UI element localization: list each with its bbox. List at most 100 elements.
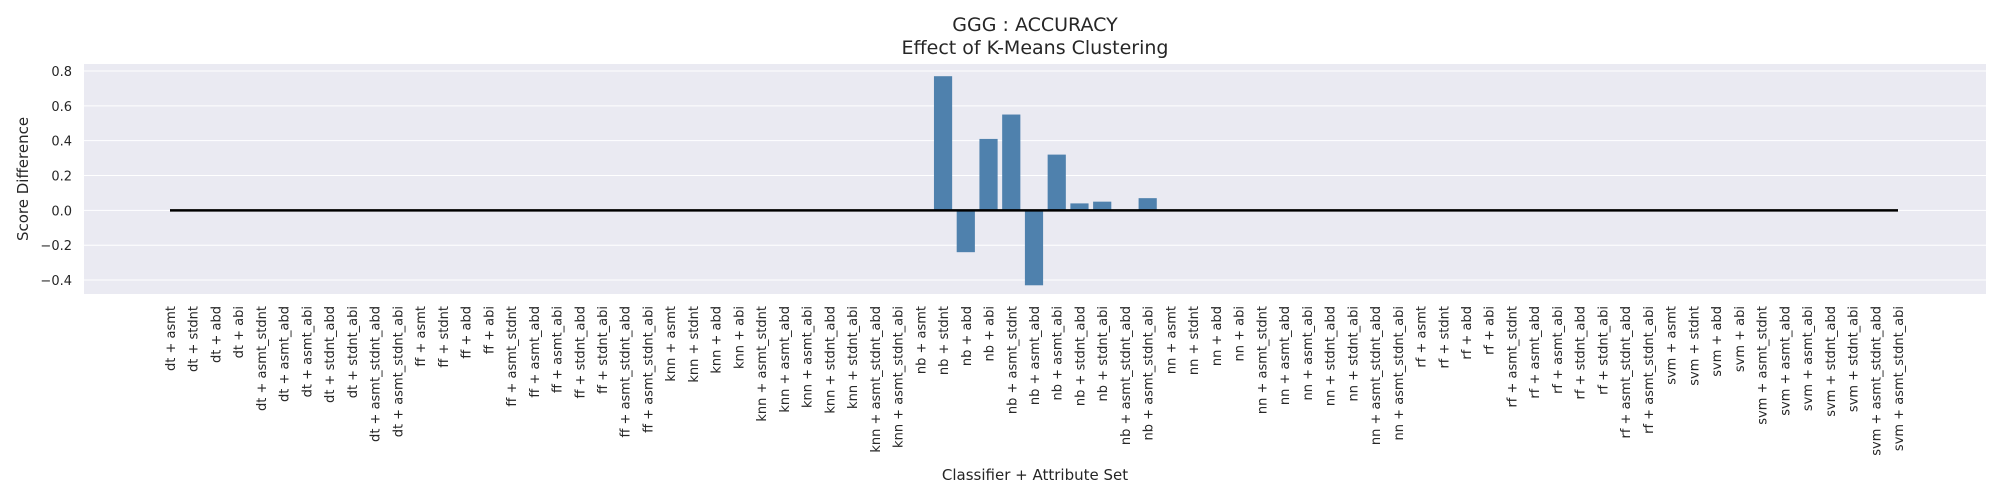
y-tick-label: 0.4 [51,135,72,150]
x-tick-label: svm + asmt_abi [1801,306,1816,411]
x-tick-label: nn + asmt_stdnt [1255,306,1270,414]
y-tick-label: −0.2 [40,239,72,254]
x-tick-label: dt + stdnt_abd [323,306,338,403]
x-tick-label: nb + asmt [914,306,929,374]
y-axis-label: Score Difference [14,117,32,241]
y-tick-label: −0.4 [40,274,72,289]
x-tick-label: knn + asmt_abd [778,306,793,413]
x-tick-label: ff + asmt_stdnt_abi [641,306,656,433]
x-tick-label: knn + asmt_stdnt [755,306,770,422]
x-tick-label: rf + asmt_stdnt [1505,306,1520,408]
bar [933,76,953,211]
x-tick-label: nb + asmt_abd [1028,306,1043,405]
x-tick-label: nn + abd [1210,306,1225,366]
x-tick-label: rf + stdnt_abd [1574,306,1589,400]
x-tick-label: rf + stdnt_abi [1596,306,1611,395]
x-tick-label: svm + asmt_abd [1778,306,1793,416]
bar [979,138,998,211]
x-tick-label: dt + asmt_abd [278,306,293,402]
x-axis: dt + asmt dt + stdnt dt + abd dt + abi dt + … [164,306,1907,456]
x-tick-label: dt + asmt_stdnt [255,306,270,411]
x-tick-label: nb + stdnt_abi [1096,306,1111,401]
x-tick-label: nb + asmt_stdnt_abd [1119,306,1134,445]
x-tick-label: knn + asmt_stdnt_abd [869,306,884,453]
x-tick-label: dt + asmt [164,306,179,371]
x-tick-label: rf + asmt_stdnt_abd [1619,306,1634,439]
x-tick-label: nn + asmt_abd [1278,306,1293,405]
x-tick-label: nb + stdnt [937,306,952,375]
x-tick-label: nn + stdnt_abi [1346,306,1361,401]
x-tick-label: knn + stdnt_abd [823,306,838,414]
x-tick-label: dt + asmt_stdnt_abd [369,306,384,442]
x-tick-label: knn + stdnt_abi [846,306,861,409]
x-tick-label: ff + asmt_abd [528,306,543,398]
x-tick-label: svm + stdnt_abd [1824,306,1839,417]
x-tick-label: knn + asmt [664,306,679,382]
x-tick-label: nn + asmt_stdnt_abd [1369,306,1384,445]
x-tick-label: dt + abi [232,306,247,358]
x-tick-label: knn + stdnt [687,306,702,383]
x-tick-label: ff + stdnt_abd [573,306,588,399]
x-tick-label: svm + asmt [1665,306,1680,385]
x-tick-label: nb + asmt_abi [1051,306,1066,400]
x-tick-label: ff + asmt_stdnt_abd [619,306,634,438]
x-tick-label: ff + asmt_abi [551,306,566,393]
x-tick-label: rf + abi [1483,306,1498,355]
x-tick-label: rf + asmt [1415,306,1430,368]
x-tick-label: nn + abi [1233,306,1248,361]
x-tick-label: ff + abd [460,306,475,359]
x-tick-label: dt + asmt_stdnt_abi [391,306,406,437]
bars [933,76,1157,286]
x-tick-label: dt + abd [209,306,224,363]
x-tick-label: rf + asmt_abd [1528,306,1543,399]
x-tick-label: svm + asmt_stdnt_abd [1869,306,1884,456]
x-tick-label: svm + stdnt [1687,306,1702,386]
x-tick-label: rf + stdnt [1437,306,1452,369]
bar [956,210,975,253]
chart-title: GGG : ACCURACY [952,14,1118,36]
bar [1024,210,1044,286]
x-tick-label: knn + abi [732,306,747,369]
x-tick-label: nn + asmt [1164,306,1179,374]
x-tick-label: dt + stdnt [187,306,202,372]
x-tick-label: ff + asmt [414,306,429,367]
x-tick-label: nb + abd [960,306,975,366]
x-tick-label: ff + stdnt_abi [596,306,611,394]
bar [1047,154,1066,211]
x-tick-label: nb + abi [983,306,998,361]
x-tick-label: rf + abd [1460,306,1475,360]
x-tick-label: nn + asmt_stdnt_abi [1392,306,1407,440]
x-axis-label: Classifier + Attribute Set [942,466,1128,484]
x-tick-label: ff + stdnt [437,306,452,368]
y-tick-label: 0.8 [51,65,72,80]
x-tick-label: rf + asmt_stdnt_abi [1642,306,1657,434]
x-tick-label: svm + abd [1710,306,1725,377]
x-tick-label: knn + abd [710,306,725,374]
x-tick-label: svm + abi [1733,306,1748,372]
x-tick-label: rf + asmt_abi [1551,306,1566,394]
x-tick-label: nb + asmt_stdnt_abi [1142,306,1157,440]
bar [1093,201,1112,211]
x-tick-label: knn + asmt_stdnt_abi [892,306,907,448]
x-tick-label: nb + asmt_stdnt [1005,306,1020,414]
x-tick-label: dt + asmt_abi [300,306,315,397]
y-tick-label: 0.2 [51,170,72,185]
y-tick-label: 0.0 [51,204,72,219]
x-tick-label: svm + stdnt_abi [1847,306,1862,412]
x-tick-label: dt + stdnt_abi [346,306,361,398]
x-tick-label: svm + asmt_stdnt [1756,306,1771,425]
x-tick-label: ff + asmt_stdnt [505,306,520,407]
x-tick-label: nn + stdnt [1187,306,1202,375]
x-tick-label: nn + asmt_abi [1301,306,1316,400]
x-tick-label: ff + abi [482,306,497,354]
x-tick-label: svm + asmt_stdnt_abi [1892,306,1907,451]
bar [1002,114,1021,211]
x-tick-label: knn + asmt_abi [801,306,816,408]
x-tick-label: nn + stdnt_abd [1324,306,1339,406]
y-axis: −0.4 −0.2 0.0 0.2 0.4 0.6 0.8 [40,65,72,289]
bar [1138,198,1157,211]
y-tick-label: 0.6 [51,100,72,115]
bar [1070,203,1089,211]
chart-subtitle: Effect of K-Means Clustering [902,37,1169,59]
